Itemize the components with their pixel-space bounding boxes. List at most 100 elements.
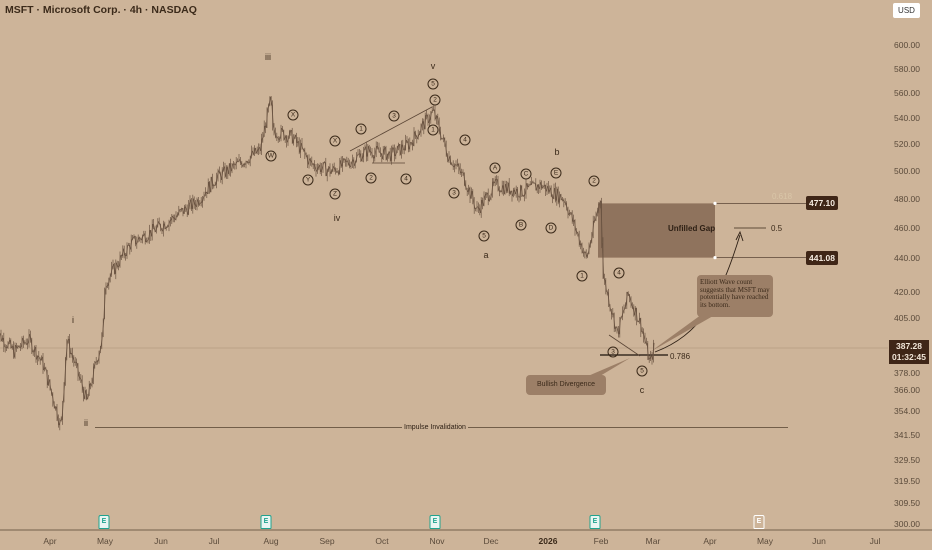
candle-body [540, 182, 543, 189]
divergence-callout-pointer [588, 358, 630, 376]
candle-body [281, 127, 284, 131]
candle-body [158, 221, 161, 225]
bullish-divergence-callout[interactable]: Bullish Divergence [526, 375, 606, 395]
candle-body [39, 357, 42, 361]
candle-body [487, 192, 490, 202]
candle-body [376, 145, 379, 149]
gap-top-line-handle [713, 201, 717, 205]
candle-body [148, 230, 151, 240]
earnings-marker[interactable]: E [589, 515, 601, 529]
candle-body [100, 334, 103, 347]
candle-body [603, 277, 606, 281]
earnings-marker[interactable]: E [98, 515, 110, 529]
candle-body [106, 285, 109, 287]
candle-body [415, 135, 418, 139]
candle-body [362, 149, 365, 158]
candle-body [596, 210, 599, 215]
wave-circle-label: X [329, 135, 341, 147]
earnings-marker[interactable]: E [260, 515, 272, 529]
candle-body [250, 150, 253, 157]
candle-body [463, 172, 466, 186]
candle-body [573, 220, 577, 231]
currency-button[interactable]: USD [893, 3, 920, 18]
candle-body [306, 156, 309, 165]
candle-body [298, 141, 301, 153]
candle-body [443, 137, 446, 146]
candle-body [92, 366, 95, 382]
candle-body [284, 136, 287, 140]
candle-body [305, 153, 308, 157]
candle-body [340, 160, 343, 167]
wave-circle-label: 3 [448, 187, 460, 199]
elliott-note-callout[interactable]: Elliott Wave count suggests that MSFT ma… [697, 275, 773, 317]
candle-body [361, 156, 364, 162]
candle-body [330, 170, 333, 174]
candle-body [183, 206, 186, 214]
earnings-marker[interactable]: E [753, 515, 765, 529]
candle-body [401, 144, 404, 150]
candle-body [193, 198, 196, 205]
candle-body [600, 201, 603, 243]
candle-body [624, 304, 627, 309]
candle-body [246, 160, 249, 163]
candle-body [309, 158, 312, 162]
gap-bottom-line-handle [713, 256, 717, 260]
candle-body [229, 163, 232, 172]
candle-body [110, 267, 113, 275]
candle-body [328, 166, 332, 174]
y-tick-label: 300.00 [894, 519, 920, 529]
y-tick-label: 560.00 [894, 88, 920, 98]
candle-body [359, 153, 362, 162]
candle-body [222, 166, 225, 171]
candle-body [0, 333, 3, 341]
candle-body [27, 334, 31, 343]
x-tick-label: Apr [43, 536, 57, 546]
candle-body [166, 226, 169, 228]
x-tick-label: Jul [869, 536, 881, 546]
candle-body [617, 329, 620, 335]
candle-body [648, 358, 651, 360]
candle-body [2, 337, 5, 347]
candle-body [351, 159, 354, 163]
candle-body [144, 233, 147, 242]
wave-circle-label: D [545, 222, 557, 234]
candle-body [575, 229, 578, 233]
candle-body [366, 146, 369, 157]
candle-body [457, 163, 460, 169]
candle-body [523, 193, 526, 197]
earnings-marker[interactable]: E [429, 515, 441, 529]
candle-body [29, 334, 32, 340]
candle-body [594, 214, 598, 221]
candle-body [372, 156, 375, 159]
candle-body [145, 240, 148, 243]
elliott-callout-pointer [650, 312, 720, 352]
candle-body [152, 223, 155, 230]
candle-body [468, 187, 472, 199]
candle-body [320, 168, 323, 173]
x-tick-label: May [96, 536, 114, 546]
wave-circle-label: 2 [365, 172, 377, 184]
candle-body [240, 162, 243, 167]
candle-body [48, 379, 52, 389]
candle-body [347, 160, 350, 165]
x-tick-label: Feb [593, 536, 609, 546]
candle-body [303, 149, 306, 155]
candle-body [559, 194, 563, 201]
candle-body [586, 253, 589, 257]
wave-circle-label: 5 [427, 78, 439, 90]
candle-body [135, 241, 138, 245]
candle-body [72, 357, 75, 363]
candle-body [613, 313, 616, 329]
candle-body [204, 191, 207, 196]
candle-body [652, 342, 655, 360]
candle-body [614, 326, 617, 329]
fib-0786: 0.786 [670, 352, 691, 361]
candle-body [467, 187, 470, 192]
candle-body [209, 176, 213, 193]
candle-body [445, 145, 448, 156]
candle-body [109, 274, 112, 280]
candle-body [221, 170, 224, 181]
candle-body [344, 158, 347, 162]
candle-body [536, 184, 539, 191]
